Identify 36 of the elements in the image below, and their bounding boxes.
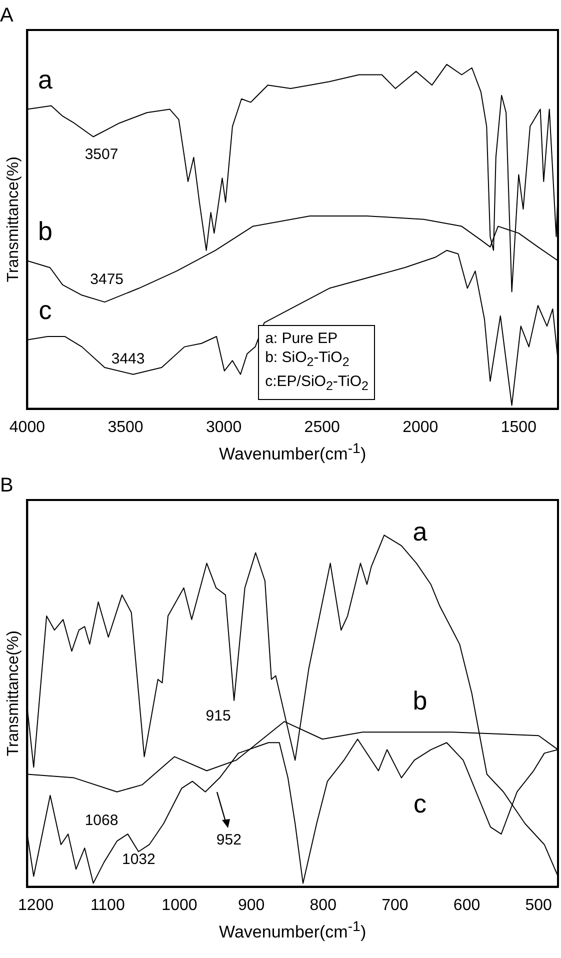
series-label: a [412,516,428,546]
annotation: 3443 [111,350,145,368]
x-tick-label: 4000 [9,418,46,436]
annotation: a: Pure EP [265,329,339,348]
x-tick-label: 800 [310,896,337,914]
x-tick-label: 500 [525,896,552,914]
chart-title: B [0,474,14,497]
series-label: c [38,295,52,326]
annotation: 1032 [122,850,156,868]
x-tick-label: 1500 [500,418,537,436]
x-axis-title: Wavenumber(cm$^{-1}$) [218,918,368,942]
x-tick-label: 3000 [206,418,242,436]
series-label: a [38,64,53,94]
y-axis-title: Transmittance(%) [5,630,22,756]
x-tick-label: 3500 [108,418,144,436]
x-tick-label: 900 [238,896,265,914]
x-tick-label: 2500 [304,418,340,436]
x-axis-title: Wavenumber(cm$^{-1}$) [218,440,368,464]
x-tick-label: 1200 [18,896,54,914]
annotation: b: SiO$_{2}$-TiO$_{2}$ [265,348,350,372]
x-tick-label: 1000 [162,896,198,914]
series-label: b [38,216,52,246]
annotation: 3475 [90,271,124,288]
y-axis-title: Transmittance(%) [5,156,22,282]
annotation: 1068 [84,812,118,830]
annotation: 3507 [84,146,118,164]
chart-title: A [0,4,14,27]
annotation: 915 [206,708,231,725]
series-label: b [412,685,428,716]
x-tick-label: 700 [382,896,408,914]
x-tick-label: 1100 [90,896,125,914]
annotation: 952 [216,832,242,849]
series-label: c [413,788,426,818]
x-tick-label: 600 [453,896,480,914]
x-tick-label: 2000 [402,418,438,436]
annotation: c:EP/SiO$_{2}$-TiO$_{2}$ [265,372,368,396]
